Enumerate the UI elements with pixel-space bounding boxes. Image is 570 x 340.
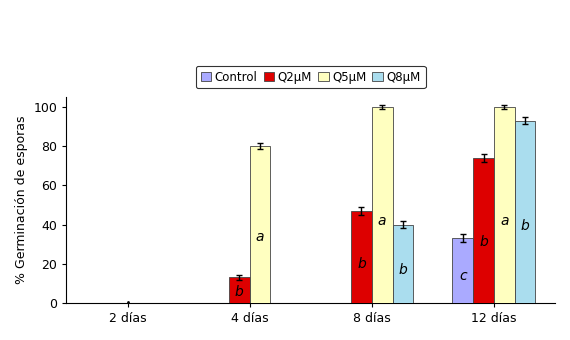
Legend: Control, Q2μM, Q5μM, Q8μM: Control, Q2μM, Q5μM, Q8μM bbox=[196, 66, 426, 88]
Bar bbox=[494, 107, 515, 303]
Bar bbox=[393, 224, 413, 303]
Bar bbox=[515, 121, 535, 303]
Bar bbox=[473, 158, 494, 303]
Text: a: a bbox=[256, 230, 264, 244]
Bar bbox=[351, 211, 372, 303]
Text: b: b bbox=[235, 285, 243, 299]
Text: b: b bbox=[479, 235, 488, 249]
Text: b: b bbox=[357, 257, 366, 271]
Text: b: b bbox=[398, 263, 408, 277]
Text: a: a bbox=[378, 214, 386, 227]
Bar bbox=[453, 238, 473, 303]
Text: a: a bbox=[500, 214, 508, 227]
Bar bbox=[229, 277, 250, 303]
Bar bbox=[250, 146, 270, 303]
Bar bbox=[372, 107, 393, 303]
Y-axis label: % Germinación de esporas: % Germinación de esporas bbox=[15, 116, 28, 284]
Text: c: c bbox=[459, 269, 467, 283]
Text: b: b bbox=[521, 219, 530, 233]
